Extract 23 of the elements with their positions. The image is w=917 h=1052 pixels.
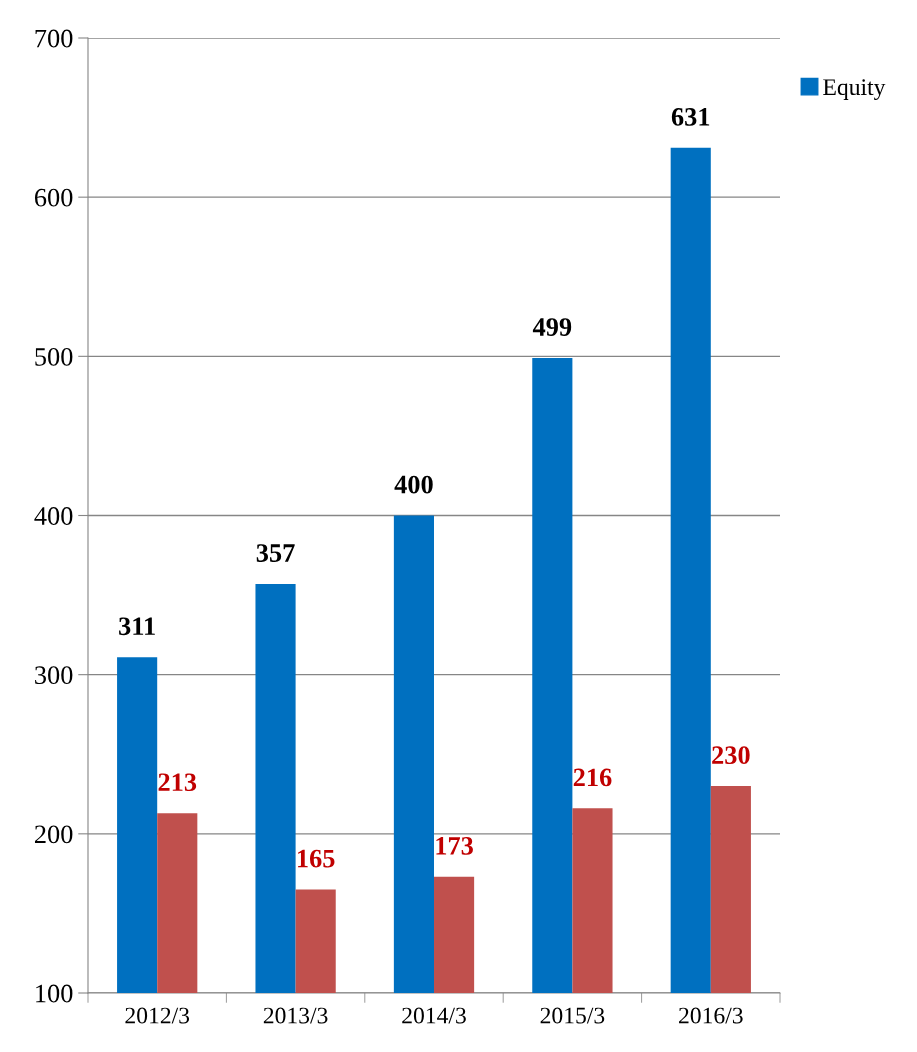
x-tick-label: 2015/3 <box>540 1007 605 1024</box>
x-tick-label: 2013/3 <box>263 1007 328 1024</box>
x-tick-label: 2014/3 <box>402 1007 466 1024</box>
y-tick-label: 100 <box>36 984 73 1003</box>
data-label: 357 <box>256 544 295 562</box>
y-tick-label: 400 <box>34 507 73 525</box>
legend-label: Equity <box>823 79 886 100</box>
y-tick-label: 300 <box>35 666 73 685</box>
data-label: 631 <box>671 108 710 126</box>
y-tick-label: 500 <box>35 347 73 366</box>
y-tick-label: 200 <box>34 825 73 844</box>
data-label: 230 <box>712 746 750 765</box>
x-tick-label: 2012/3 <box>125 1007 190 1024</box>
y-tick-label: 700 <box>35 29 73 48</box>
data-label: 173 <box>436 837 473 855</box>
data-label: 216 <box>573 768 612 787</box>
data-label: 165 <box>297 849 335 868</box>
data-label: 213 <box>158 773 197 792</box>
x-tick-label: 2016/3 <box>679 1007 743 1024</box>
y-tick-label: 600 <box>34 188 73 207</box>
data-label: 499 <box>532 318 572 336</box>
data-label: 400 <box>394 475 433 494</box>
data-label: 311 <box>119 617 155 636</box>
